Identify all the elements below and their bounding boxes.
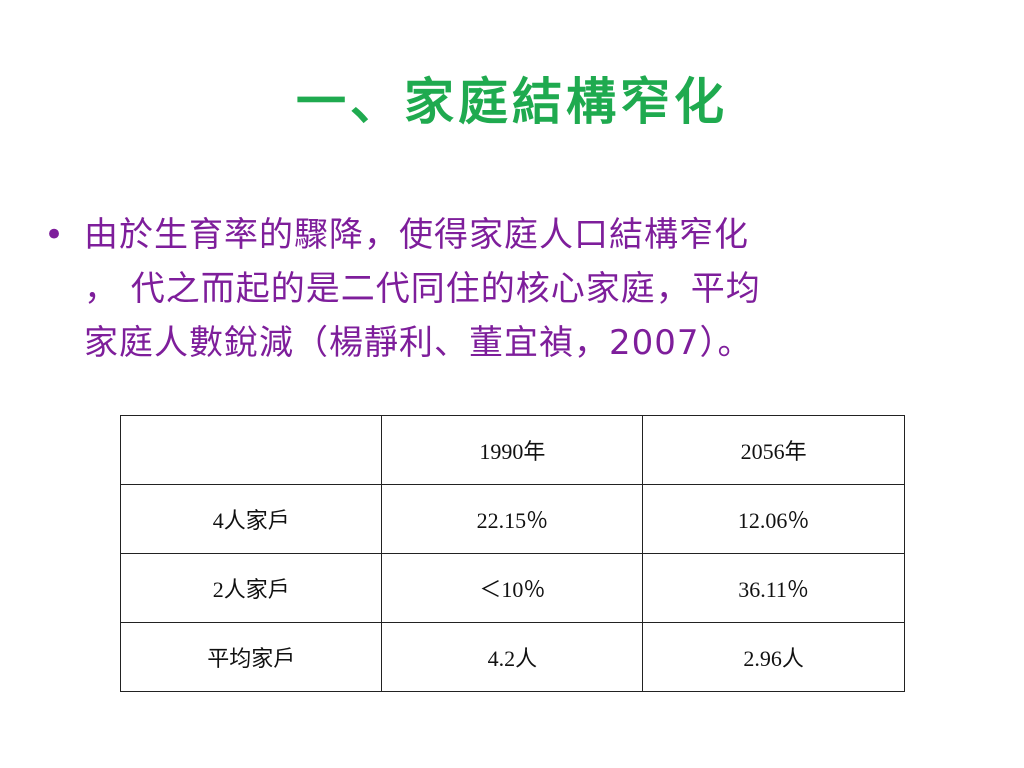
table-header-cell [119, 415, 383, 485]
household-table: 1990年 2056年 4人家戶 22.15％ 12.06％ 2人家戶 ＜10％… [119, 415, 905, 692]
bullet-icon: • [44, 215, 65, 255]
table-cell: 4人家戶 [119, 484, 383, 554]
table-cell: 22.15％ [381, 484, 644, 554]
table-row: 2人家戶 ＜10％ 36.11％ [119, 553, 905, 623]
table-row: 平均家戶 4.2人 2.96人 [119, 622, 905, 692]
table-cell: 2人家戶 [119, 553, 383, 623]
table-cell: 36.11％ [642, 553, 905, 623]
table-header-row: 1990年 2056年 [119, 415, 905, 485]
table-header-cell: 2056年 [642, 415, 905, 485]
slide-title: 一、家庭結構窄化 [296, 73, 728, 131]
table-cell: ＜10％ [381, 553, 644, 623]
table-cell: 2.96人 [642, 622, 905, 692]
table-cell: 12.06％ [642, 484, 905, 554]
bullet-line: ， 代之而起的是二代同住的核心家庭，平均 [84, 269, 761, 309]
table-cell: 4.2人 [381, 622, 644, 692]
table-header-cell: 1990年 [381, 415, 644, 485]
bullet-text: 由於生育率的驟降，使得家庭人口結構窄化 ， 代之而起的是二代同住的核心家庭，平均… [84, 208, 974, 370]
bullet-line: 家庭人數銳減（楊靜利、董宜禎，2007）。 [84, 323, 753, 363]
bullet-paragraph: • 由於生育率的驟降，使得家庭人口結構窄化 ， 代之而起的是二代同住的核心家庭，… [44, 208, 974, 370]
bullet-line: 由於生育率的驟降，使得家庭人口結構窄化 [84, 215, 749, 255]
table-cell: 平均家戶 [119, 622, 383, 692]
table-row: 4人家戶 22.15％ 12.06％ [119, 484, 905, 554]
